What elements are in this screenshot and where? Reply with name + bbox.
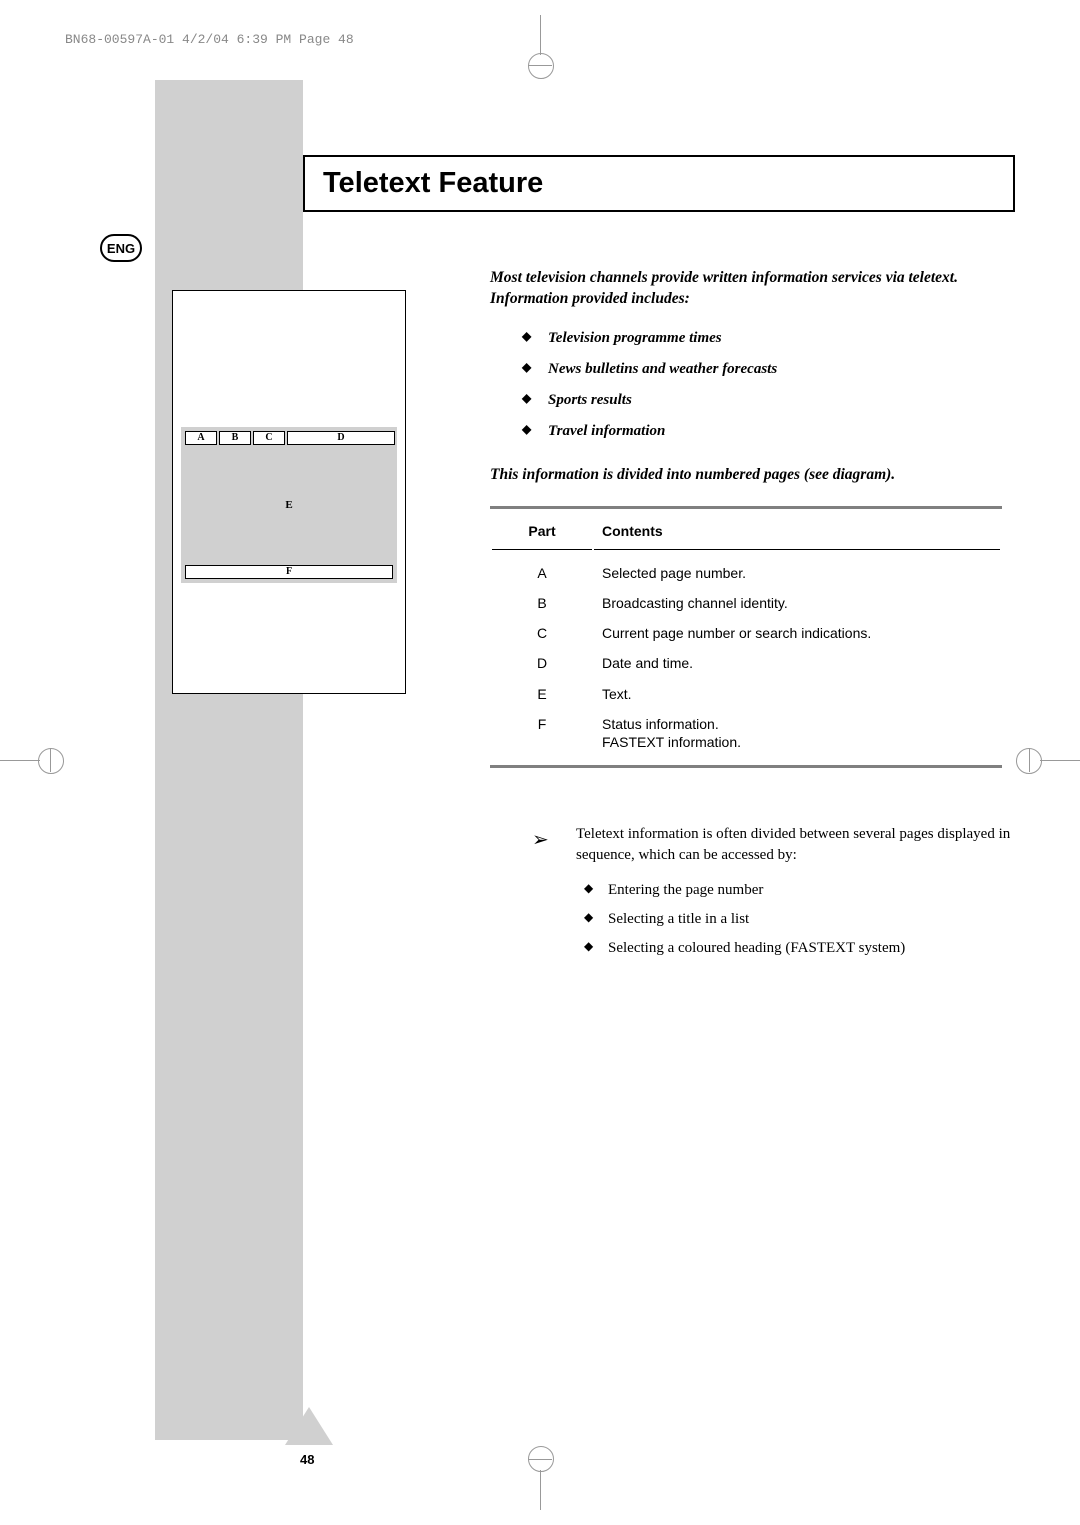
bullet-item: Selecting a title in a list [608, 909, 1020, 930]
diagram-cell-e: E [181, 499, 397, 511]
intro-text: Most television channels provide written… [490, 268, 1020, 310]
table-row: DDate and time. [492, 649, 1000, 677]
parts-table: Part Contents ASelected page number. BBr… [490, 506, 1002, 768]
title-box: Teletext Feature [303, 155, 1015, 212]
bullet-item: Sports results [548, 390, 1020, 411]
table-row: ASelected page number. [492, 552, 1000, 587]
page-number: 48 [300, 1452, 314, 1467]
table-row: EText. [492, 680, 1000, 708]
table-header: Part [492, 511, 592, 550]
crop-mark-icon [1040, 760, 1080, 761]
diagram-cell-a: A [185, 431, 217, 445]
bullet-item: Travel information [548, 421, 1020, 442]
print-header: BN68-00597A-01 4/2/04 6:39 PM Page 48 [65, 32, 354, 47]
divided-text: This information is divided into numbere… [490, 466, 1020, 484]
diagram-cell-b: B [219, 431, 251, 445]
bullet-item: Selecting a coloured heading (FASTEXT sy… [608, 938, 1020, 959]
language-badge: ENG [100, 234, 142, 262]
diagram-inner: A B C D E F [181, 427, 397, 583]
bullet-item: News bulletins and weather forecasts [548, 359, 1020, 380]
bullet-item: Television programme times [548, 328, 1020, 349]
note-text: ➢ Teletext information is often divided … [532, 824, 1020, 866]
table-header: Contents [594, 511, 1000, 550]
pointer-icon: ➢ [532, 826, 549, 854]
crop-mark-icon [540, 15, 541, 55]
bullet-item: Entering the page number [608, 880, 1020, 901]
table-row: FStatus information. FASTEXT information… [492, 710, 1000, 763]
diagram-cell-f: F [185, 565, 393, 579]
page-title: Teletext Feature [323, 167, 995, 200]
diagram-cell-d: D [287, 431, 395, 445]
intro-bullet-list: Television programme times News bulletin… [490, 328, 1020, 442]
sidebar-strip [155, 80, 303, 1440]
note-block: ➢ Teletext information is often divided … [532, 824, 1020, 959]
table-row: CCurrent page number or search indicatio… [492, 619, 1000, 647]
note-bullet-list: Entering the page number Selecting a tit… [532, 880, 1020, 959]
crop-mark-icon [540, 1470, 541, 1510]
content-area: Most television channels provide written… [490, 268, 1020, 967]
table-row: BBroadcasting channel identity. [492, 589, 1000, 617]
teletext-diagram: A B C D E F [172, 290, 406, 694]
page-number-triangle-icon [285, 1407, 333, 1445]
diagram-cell-c: C [253, 431, 285, 445]
crop-mark-icon [0, 760, 40, 761]
